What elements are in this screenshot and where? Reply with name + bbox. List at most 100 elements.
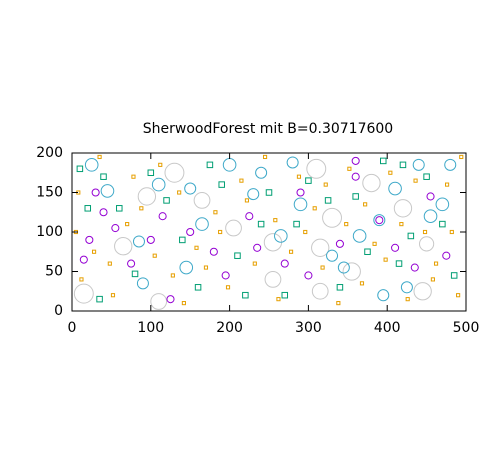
marker — [100, 173, 107, 180]
marker — [380, 157, 387, 165]
y-tick-label: 200 — [36, 145, 63, 161]
marker — [352, 229, 367, 243]
plot-border — [71, 152, 467, 312]
marker — [311, 238, 330, 257]
marker — [85, 235, 94, 244]
marker — [393, 199, 413, 218]
marker — [344, 222, 349, 227]
marker — [383, 257, 388, 262]
marker — [388, 170, 393, 175]
marker — [422, 229, 428, 235]
marker — [91, 249, 97, 254]
marker — [253, 243, 262, 252]
marker — [100, 184, 115, 198]
marker — [262, 154, 268, 160]
marker — [459, 154, 464, 160]
marker — [152, 253, 157, 258]
marker — [363, 202, 368, 207]
marker — [347, 166, 352, 171]
marker — [450, 272, 458, 279]
marker — [405, 297, 410, 302]
marker — [170, 273, 175, 278]
marker — [413, 282, 432, 301]
marker — [245, 212, 254, 221]
marker — [322, 207, 342, 228]
x-tick-label: 400 — [374, 320, 401, 336]
marker — [213, 210, 218, 215]
marker — [206, 161, 214, 169]
marker — [218, 229, 223, 235]
marker — [255, 166, 268, 179]
marker — [444, 158, 457, 171]
marker — [244, 198, 250, 203]
marker — [391, 243, 400, 252]
marker — [131, 270, 139, 278]
marker — [276, 297, 281, 302]
marker — [114, 237, 133, 256]
marker — [304, 271, 313, 280]
marker — [426, 192, 435, 201]
marker — [423, 173, 430, 180]
marker — [377, 289, 390, 302]
marker — [375, 216, 384, 225]
marker — [163, 197, 170, 204]
marker — [139, 206, 144, 211]
marker — [324, 197, 332, 204]
marker — [203, 265, 209, 270]
marker — [342, 262, 361, 281]
y-tick-label: 0 — [54, 303, 63, 319]
marker — [96, 295, 103, 303]
marker — [137, 187, 157, 206]
x-tick-label: 200 — [216, 320, 243, 336]
marker — [305, 177, 312, 184]
marker — [195, 217, 209, 231]
marker — [303, 229, 308, 235]
marker — [110, 293, 116, 298]
marker — [164, 162, 185, 183]
marker — [184, 182, 197, 195]
x-tick-label: 0 — [68, 320, 77, 336]
x-tick-label: 300 — [295, 320, 322, 336]
marker — [351, 172, 360, 181]
marker — [193, 192, 211, 209]
marker — [435, 197, 450, 212]
marker — [399, 222, 404, 227]
marker — [293, 197, 308, 212]
marker — [323, 182, 328, 187]
marker — [107, 261, 112, 266]
marker — [242, 291, 249, 299]
marker — [158, 162, 163, 167]
marker — [111, 224, 120, 233]
marker — [288, 249, 294, 254]
marker — [116, 205, 123, 212]
x-tick-label: 100 — [137, 320, 164, 336]
marker — [257, 220, 265, 228]
marker — [280, 259, 289, 268]
marker — [79, 277, 84, 282]
marker — [179, 236, 186, 244]
marker — [76, 165, 84, 173]
marker — [239, 178, 244, 183]
marker — [423, 209, 438, 224]
marker — [351, 156, 360, 165]
marker — [225, 285, 231, 290]
marker — [296, 188, 305, 197]
marker — [373, 214, 386, 227]
marker — [352, 193, 359, 200]
marker — [136, 277, 149, 290]
marker — [281, 291, 289, 299]
marker — [337, 261, 350, 274]
marker — [410, 263, 419, 272]
marker — [413, 178, 418, 183]
marker — [364, 248, 371, 256]
marker — [79, 255, 88, 264]
marker — [186, 227, 195, 237]
marker — [166, 295, 175, 304]
marker — [97, 154, 102, 160]
marker — [265, 189, 273, 196]
marker — [320, 265, 325, 270]
marker — [84, 205, 92, 212]
marker — [359, 281, 365, 286]
marker — [336, 301, 341, 306]
marker — [400, 281, 413, 294]
